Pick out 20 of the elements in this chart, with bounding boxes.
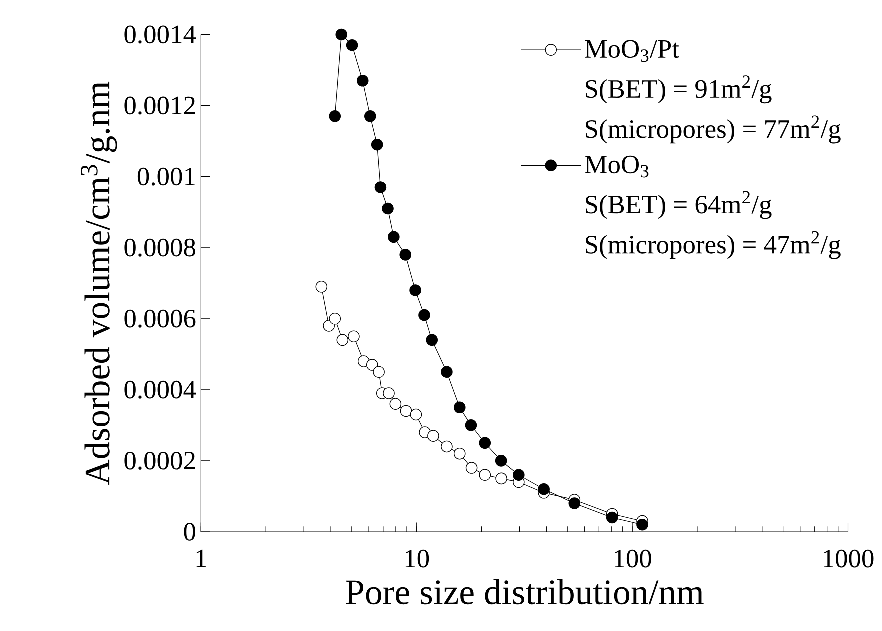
x-tick-label: 100 bbox=[615, 550, 652, 568]
x-tick-label: 1 bbox=[196, 550, 206, 568]
annotation: S(micropores) = 77m$^{2}$/g bbox=[586, 116, 841, 144]
annotation: S(BET) = 64m$^{2}$/g bbox=[586, 191, 772, 220]
y-axis-title: Adsorbed volume/cm$^{3}$/g.nm bbox=[81, 82, 118, 485]
y-tick-label: 0.0002 bbox=[124, 452, 196, 470]
y-tick-label: 0.001 bbox=[138, 168, 195, 186]
y-tick-label: 0.0012 bbox=[124, 96, 196, 115]
legend-label: MoO$_{3}$/Pt bbox=[585, 40, 680, 62]
annotation: S(BET) = 91m$^{2}$/g bbox=[586, 76, 772, 104]
x-tick-label: 10 bbox=[406, 550, 430, 568]
y-tick-label: 0 bbox=[184, 522, 196, 541]
legend-label: MoO$_{3}$ bbox=[585, 156, 649, 178]
annotation: S(micropores) = 47m$^{2}$/g bbox=[586, 231, 841, 260]
y-tick-label: 0.0008 bbox=[124, 238, 196, 257]
y-tick-label: 0.0014 bbox=[124, 26, 196, 44]
x-tick-label: 1000 bbox=[824, 550, 874, 568]
y-tick-label: 0.0004 bbox=[124, 380, 196, 399]
x-axis-title: Pore size distribution/nm bbox=[346, 579, 704, 605]
y-tick-label: 0.0006 bbox=[124, 310, 196, 328]
